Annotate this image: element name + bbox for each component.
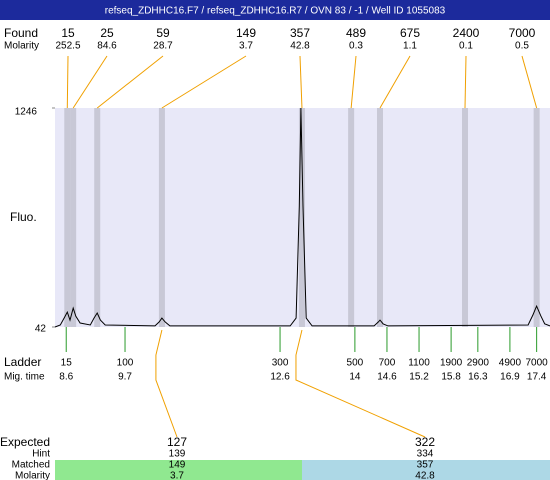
found-molarity: 3.7 [239, 41, 253, 52]
expected-molarity: 42.8 [415, 471, 435, 480]
peak-band [298, 108, 305, 327]
expected-matched: 149 [169, 460, 186, 471]
matched-band [55, 460, 302, 480]
title: refseq_ZDHHC16.F7 / refseq_ZDHHC16.R7 / … [105, 6, 446, 17]
ladder-time: 12.6 [270, 372, 290, 383]
connector [161, 55, 247, 109]
match-connector [295, 329, 426, 438]
hint-label: Hint [32, 449, 50, 460]
mig-time-label: Mig. time [4, 372, 45, 383]
expected-hint: 334 [417, 449, 434, 460]
trace [54, 107, 550, 328]
expected-size: 322 [415, 435, 435, 449]
molarity-label: Molarity [4, 41, 39, 52]
connector [379, 55, 411, 109]
peak-band [533, 108, 540, 327]
ladder-size: 300 [272, 358, 289, 369]
ladder-size: 1900 [440, 358, 463, 369]
connector [96, 55, 164, 109]
ladder-time: 16.9 [500, 372, 520, 383]
found-size: 149 [236, 26, 256, 40]
ladder-time: 9.7 [118, 372, 132, 383]
found-molarity: 0.3 [349, 41, 363, 52]
peak-band [64, 108, 71, 327]
found-molarity: 0.1 [459, 41, 473, 52]
ladder-size: 1100 [408, 358, 430, 369]
ladder-time: 14.6 [377, 372, 397, 383]
ladder-size: 100 [117, 358, 134, 369]
expected-hint: 139 [169, 449, 186, 460]
peak-band [158, 108, 165, 327]
connector [66, 55, 69, 109]
ladder-time: 16.3 [468, 372, 488, 383]
y-tick-label: 1246 [15, 107, 38, 118]
peak-band [70, 108, 77, 327]
ladder-label: Ladder [4, 355, 41, 369]
expected-molarity: 3.7 [170, 471, 184, 480]
found-label: Found [4, 26, 38, 40]
ladder-size: 500 [347, 358, 364, 369]
ladder-time: 15.2 [409, 372, 429, 383]
y-axis-label: Fluo. [10, 210, 37, 224]
ladder-time: 17.4 [527, 372, 547, 383]
ladder-size: 4900 [499, 358, 522, 369]
matched-label: Matched [12, 460, 50, 471]
found-molarity: 252.5 [55, 41, 80, 52]
peak-band [348, 108, 355, 327]
found-size: 25 [100, 26, 114, 40]
ladder-size: 700 [379, 358, 396, 369]
ladder-size: 15 [61, 358, 73, 369]
connector [464, 55, 467, 109]
ladder-time: 8.6 [59, 372, 73, 383]
found-size: 2400 [453, 26, 480, 40]
peak-band [462, 108, 469, 327]
found-size: 7000 [509, 26, 536, 40]
found-size: 59 [156, 26, 170, 40]
found-molarity: 28.7 [153, 41, 173, 52]
ladder-size: 2900 [467, 358, 490, 369]
expected-matched: 357 [417, 460, 434, 471]
peak-band [94, 108, 101, 327]
expected-size: 127 [167, 435, 187, 449]
ladder-time: 14 [349, 372, 361, 383]
found-size: 357 [290, 26, 310, 40]
title-bar [0, 0, 550, 20]
match-connector [155, 329, 178, 438]
molarity-label: Molarity [15, 471, 50, 480]
connector [72, 55, 108, 109]
found-size: 489 [346, 26, 366, 40]
connector [521, 55, 538, 109]
expected-label: Expected [0, 435, 50, 449]
peak-band [377, 108, 384, 327]
found-size: 15 [61, 26, 75, 40]
found-molarity: 0.5 [515, 41, 529, 52]
ladder-size: 7000 [526, 358, 549, 369]
connector [350, 55, 357, 109]
ladder-time: 15.8 [441, 372, 461, 383]
y-tick-label: 42 [35, 324, 47, 335]
found-molarity: 84.6 [97, 41, 117, 52]
found-molarity: 1.1 [403, 41, 417, 52]
found-size: 675 [400, 26, 420, 40]
found-molarity: 42.8 [290, 41, 310, 52]
matched-band [302, 460, 550, 480]
connector [299, 55, 303, 109]
